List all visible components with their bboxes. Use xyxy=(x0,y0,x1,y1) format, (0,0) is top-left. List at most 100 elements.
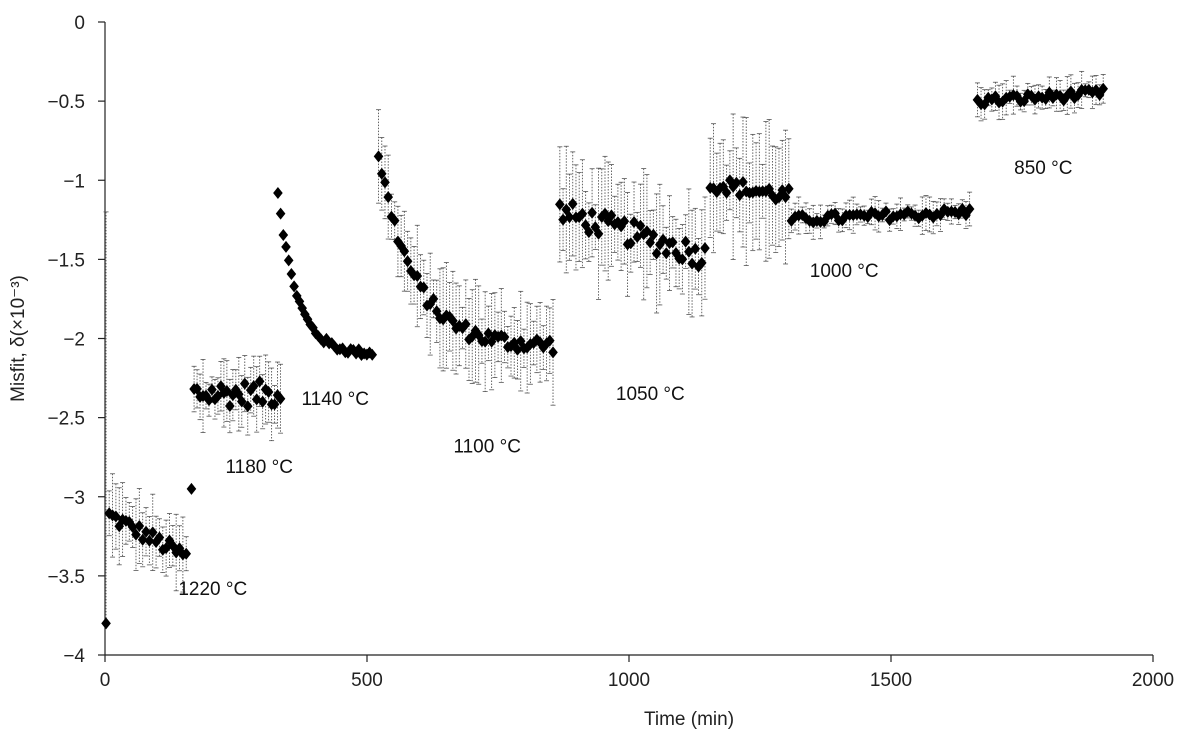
x-tick-label: 2000 xyxy=(1132,670,1174,691)
data-point xyxy=(680,235,691,248)
data-point xyxy=(236,395,247,408)
data-point xyxy=(428,292,439,305)
data-point xyxy=(225,400,235,413)
data-point xyxy=(738,176,748,189)
data-point xyxy=(147,526,158,539)
data-point xyxy=(881,205,891,218)
annotations: 1220 °C 1180 °C 1140 °C 1100 °C 1050 °C 1000 … xyxy=(178,158,1072,600)
data-point xyxy=(677,253,688,266)
data-point xyxy=(263,386,274,399)
data-point xyxy=(327,337,337,350)
data-point xyxy=(380,176,390,189)
data-point xyxy=(367,348,378,361)
data-point xyxy=(616,220,626,233)
data-point xyxy=(906,207,917,220)
y-tick-label: 0 xyxy=(74,13,85,34)
data-point xyxy=(302,313,313,326)
data-point xyxy=(393,235,403,248)
y-tick-label: −4 xyxy=(63,646,85,667)
data-point xyxy=(329,340,340,353)
data-point xyxy=(294,295,305,308)
data-point xyxy=(512,343,523,356)
data-point xyxy=(337,342,348,355)
data-point xyxy=(593,227,604,240)
data-point xyxy=(186,482,197,495)
data-point xyxy=(376,167,387,180)
data-point xyxy=(418,281,429,294)
data-point xyxy=(222,385,232,398)
data-point xyxy=(564,211,575,224)
data-point xyxy=(161,542,171,555)
data-point xyxy=(275,207,286,220)
data-point xyxy=(289,280,299,293)
data-point xyxy=(273,187,283,200)
data-point xyxy=(431,305,442,318)
data-point xyxy=(171,546,181,559)
data-point xyxy=(721,186,732,199)
data-point xyxy=(248,380,259,393)
y-tick-label: −0.5 xyxy=(47,92,85,113)
data-point xyxy=(667,236,678,249)
data-point xyxy=(283,254,294,267)
temperature-label: 1180 °C xyxy=(226,457,293,478)
data-point xyxy=(651,247,662,260)
data-point xyxy=(953,208,964,221)
data-point xyxy=(297,302,307,315)
data-point xyxy=(164,534,175,547)
data-point xyxy=(574,211,584,224)
data-point xyxy=(690,242,701,255)
data-point xyxy=(457,322,468,335)
data-point xyxy=(373,150,384,163)
temperature-label: 1000 °C xyxy=(810,261,879,282)
data-point xyxy=(257,395,268,408)
data-point xyxy=(275,392,286,405)
data-point xyxy=(544,334,555,347)
y-tick-label: −3.5 xyxy=(47,567,85,588)
data-point xyxy=(635,219,646,232)
temperature-label: 1220 °C xyxy=(178,579,247,600)
data-point xyxy=(402,255,413,268)
data-point xyxy=(141,525,151,538)
data-point xyxy=(239,377,250,390)
data-point xyxy=(480,335,490,348)
data-point xyxy=(412,270,423,283)
data-point xyxy=(590,221,601,234)
data-point xyxy=(661,247,672,260)
temperature-label: 850 °C xyxy=(1014,158,1072,179)
y-tick-label: −1 xyxy=(63,171,85,192)
data-point xyxy=(808,216,819,229)
data-point xyxy=(286,267,297,280)
data-point xyxy=(725,174,735,187)
data-point xyxy=(470,324,481,337)
data-point xyxy=(448,314,458,327)
data-point xyxy=(632,230,643,243)
data-point xyxy=(137,533,148,546)
data-point xyxy=(451,322,461,335)
data-point xyxy=(577,207,588,220)
temperature-label: 1100 °C xyxy=(453,436,520,457)
data-point xyxy=(913,212,924,225)
data-point xyxy=(700,242,710,255)
data-point xyxy=(291,289,302,302)
y-tick-label: −1.5 xyxy=(47,250,85,271)
data-point xyxy=(389,214,400,227)
data-point xyxy=(438,313,448,326)
data-point xyxy=(124,515,135,528)
data-point xyxy=(515,335,526,348)
data-point xyxy=(269,398,280,411)
data-point xyxy=(731,176,742,189)
data-point xyxy=(625,237,636,250)
data-point xyxy=(242,400,253,413)
data-point xyxy=(144,534,155,547)
data-point xyxy=(696,256,707,269)
y-axis-title: Misfit, δ(×10⁻³) xyxy=(8,275,29,402)
data-point xyxy=(278,228,289,241)
temperature-label: 1140 °C xyxy=(302,389,369,410)
x-axis-title: Time (min) xyxy=(644,709,734,730)
data-point xyxy=(127,520,138,533)
data-point xyxy=(281,240,291,253)
data-point xyxy=(587,206,597,219)
y-tick-label: −2.5 xyxy=(47,409,85,430)
data-point xyxy=(619,215,630,228)
data-point xyxy=(822,209,833,222)
